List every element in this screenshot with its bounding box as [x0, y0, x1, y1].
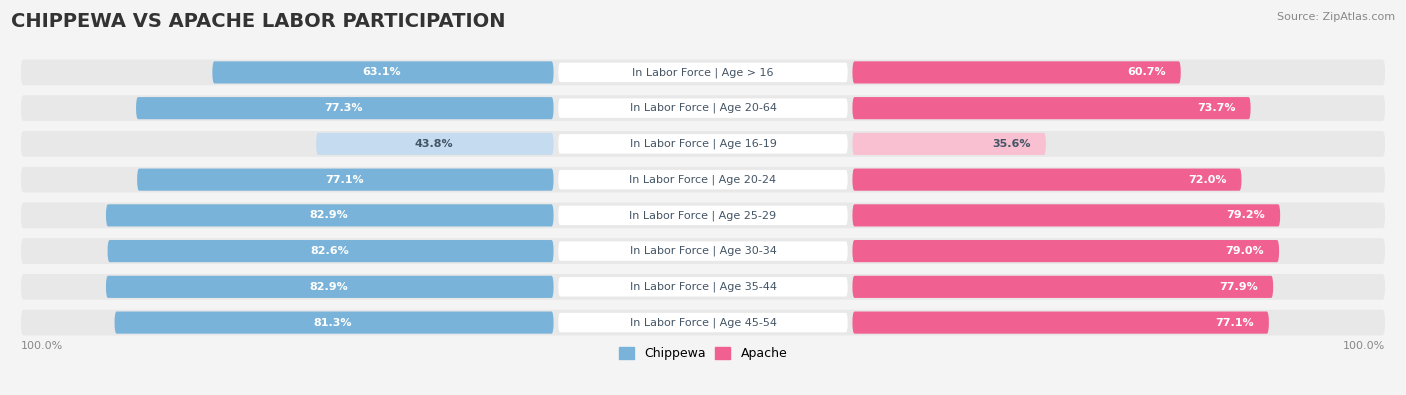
FancyBboxPatch shape	[558, 63, 848, 82]
FancyBboxPatch shape	[852, 276, 1274, 298]
FancyBboxPatch shape	[21, 310, 1385, 335]
Text: 77.3%: 77.3%	[325, 103, 363, 113]
FancyBboxPatch shape	[114, 312, 554, 334]
Text: In Labor Force | Age 30-34: In Labor Force | Age 30-34	[630, 246, 776, 256]
FancyBboxPatch shape	[558, 277, 848, 297]
Text: In Labor Force | Age 35-44: In Labor Force | Age 35-44	[630, 282, 776, 292]
Text: 77.1%: 77.1%	[1215, 318, 1254, 327]
FancyBboxPatch shape	[21, 95, 1385, 121]
Text: Source: ZipAtlas.com: Source: ZipAtlas.com	[1277, 12, 1395, 22]
Text: CHIPPEWA VS APACHE LABOR PARTICIPATION: CHIPPEWA VS APACHE LABOR PARTICIPATION	[11, 12, 506, 31]
Text: 35.6%: 35.6%	[993, 139, 1031, 149]
Text: 82.9%: 82.9%	[309, 282, 349, 292]
Text: 77.1%: 77.1%	[325, 175, 364, 184]
Text: 79.2%: 79.2%	[1226, 211, 1265, 220]
FancyBboxPatch shape	[558, 313, 848, 332]
Text: In Labor Force | Age 16-19: In Labor Force | Age 16-19	[630, 139, 776, 149]
Text: In Labor Force | Age 25-29: In Labor Force | Age 25-29	[630, 210, 776, 221]
FancyBboxPatch shape	[212, 61, 554, 83]
FancyBboxPatch shape	[558, 241, 848, 261]
FancyBboxPatch shape	[852, 240, 1279, 262]
FancyBboxPatch shape	[852, 133, 1046, 155]
Text: 82.9%: 82.9%	[309, 211, 349, 220]
FancyBboxPatch shape	[558, 134, 848, 154]
FancyBboxPatch shape	[852, 61, 1181, 83]
Text: In Labor Force | Age 45-54: In Labor Force | Age 45-54	[630, 317, 776, 328]
Text: 63.1%: 63.1%	[363, 68, 401, 77]
FancyBboxPatch shape	[136, 97, 554, 119]
FancyBboxPatch shape	[558, 98, 848, 118]
Text: 60.7%: 60.7%	[1128, 68, 1166, 77]
Text: In Labor Force | Age 20-64: In Labor Force | Age 20-64	[630, 103, 776, 113]
FancyBboxPatch shape	[105, 204, 554, 226]
Text: 82.6%: 82.6%	[311, 246, 349, 256]
FancyBboxPatch shape	[316, 133, 554, 155]
Text: 79.0%: 79.0%	[1226, 246, 1264, 256]
Text: 81.3%: 81.3%	[314, 318, 353, 327]
FancyBboxPatch shape	[21, 131, 1385, 157]
FancyBboxPatch shape	[558, 206, 848, 225]
Text: 72.0%: 72.0%	[1188, 175, 1226, 184]
FancyBboxPatch shape	[21, 167, 1385, 192]
FancyBboxPatch shape	[852, 204, 1281, 226]
Text: In Labor Force | Age > 16: In Labor Force | Age > 16	[633, 67, 773, 78]
FancyBboxPatch shape	[21, 274, 1385, 300]
FancyBboxPatch shape	[558, 170, 848, 189]
Text: In Labor Force | Age 20-24: In Labor Force | Age 20-24	[630, 174, 776, 185]
FancyBboxPatch shape	[108, 240, 554, 262]
FancyBboxPatch shape	[852, 169, 1241, 191]
FancyBboxPatch shape	[852, 312, 1268, 334]
Text: 73.7%: 73.7%	[1197, 103, 1236, 113]
Text: 43.8%: 43.8%	[415, 139, 453, 149]
FancyBboxPatch shape	[852, 97, 1250, 119]
FancyBboxPatch shape	[21, 238, 1385, 264]
Legend: Chippewa, Apache: Chippewa, Apache	[614, 342, 792, 365]
FancyBboxPatch shape	[21, 60, 1385, 85]
Text: 77.9%: 77.9%	[1219, 282, 1258, 292]
Text: 100.0%: 100.0%	[21, 341, 63, 351]
FancyBboxPatch shape	[21, 203, 1385, 228]
FancyBboxPatch shape	[138, 169, 554, 191]
Text: 100.0%: 100.0%	[1343, 341, 1385, 351]
FancyBboxPatch shape	[105, 276, 554, 298]
